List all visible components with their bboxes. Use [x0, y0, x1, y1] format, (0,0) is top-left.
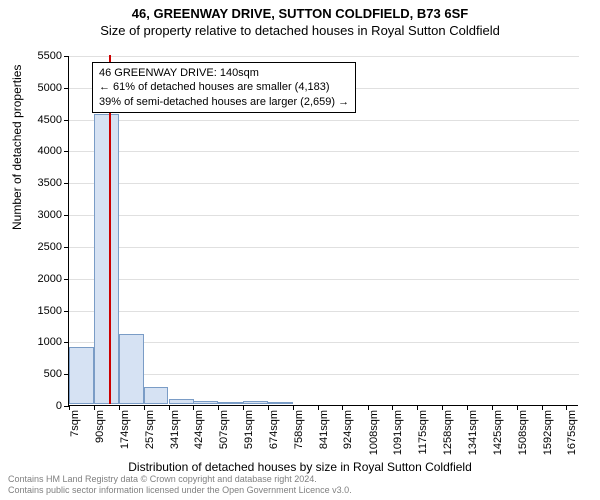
ytick-mark: [64, 247, 69, 248]
x-axis-label: Distribution of detached houses by size …: [0, 460, 600, 474]
histogram-bar: [169, 399, 194, 404]
ytick-mark: [64, 151, 69, 152]
ytick-label: 3500: [22, 177, 62, 189]
ytick-label: 5500: [22, 50, 62, 62]
gridline-h: [69, 342, 579, 343]
ytick-mark: [64, 56, 69, 57]
annotation-line-3: 39% of semi-detached houses are larger (…: [99, 95, 349, 109]
annotation-box: 46 GREENWAY DRIVE: 140sqm ← 61% of detac…: [92, 62, 356, 113]
gridline-h: [69, 311, 579, 312]
ytick-mark: [64, 311, 69, 312]
gridline-h: [69, 279, 579, 280]
histogram-bar: [193, 401, 218, 404]
ytick-label: 1000: [22, 336, 62, 348]
ytick-mark: [64, 88, 69, 89]
annotation-line-1: 46 GREENWAY DRIVE: 140sqm: [99, 66, 349, 80]
ytick-mark: [64, 279, 69, 280]
ytick-label: 4000: [22, 145, 62, 157]
ytick-mark: [64, 183, 69, 184]
gridline-h: [69, 215, 579, 216]
plot-area: 0500100015002000250030003500400045005000…: [68, 56, 578, 406]
histogram-bar: [69, 347, 94, 404]
histogram-bar: [144, 387, 169, 404]
ytick-label: 2500: [22, 241, 62, 253]
chart-title: 46, GREENWAY DRIVE, SUTTON COLDFIELD, B7…: [0, 0, 600, 21]
histogram-bar: [94, 114, 119, 404]
ytick-label: 5000: [22, 82, 62, 94]
chart-container: 46, GREENWAY DRIVE, SUTTON COLDFIELD, B7…: [0, 0, 600, 500]
gridline-h: [69, 56, 579, 57]
footer-attribution: Contains HM Land Registry data © Crown c…: [8, 474, 352, 496]
gridline-h: [69, 151, 579, 152]
ytick-mark: [64, 342, 69, 343]
histogram-bar: [243, 401, 268, 404]
footer-line-2: Contains public sector information licen…: [8, 485, 352, 496]
chart-subtitle: Size of property relative to detached ho…: [0, 21, 600, 38]
histogram-bar: [268, 402, 293, 404]
footer-line-1: Contains HM Land Registry data © Crown c…: [8, 474, 352, 485]
gridline-h: [69, 374, 579, 375]
ytick-label: 1500: [22, 305, 62, 317]
ytick-mark: [64, 120, 69, 121]
gridline-h: [69, 120, 579, 121]
gridline-h: [69, 247, 579, 248]
ytick-label: 0: [22, 400, 62, 412]
gridline-h: [69, 183, 579, 184]
ytick-mark: [64, 215, 69, 216]
histogram-bar: [218, 402, 243, 404]
ytick-label: 2000: [22, 273, 62, 285]
ytick-label: 3000: [22, 209, 62, 221]
ytick-label: 500: [22, 368, 62, 380]
histogram-bar: [119, 334, 144, 404]
annotation-line-2: ← 61% of detached houses are smaller (4,…: [99, 80, 349, 94]
ytick-label: 4500: [22, 114, 62, 126]
